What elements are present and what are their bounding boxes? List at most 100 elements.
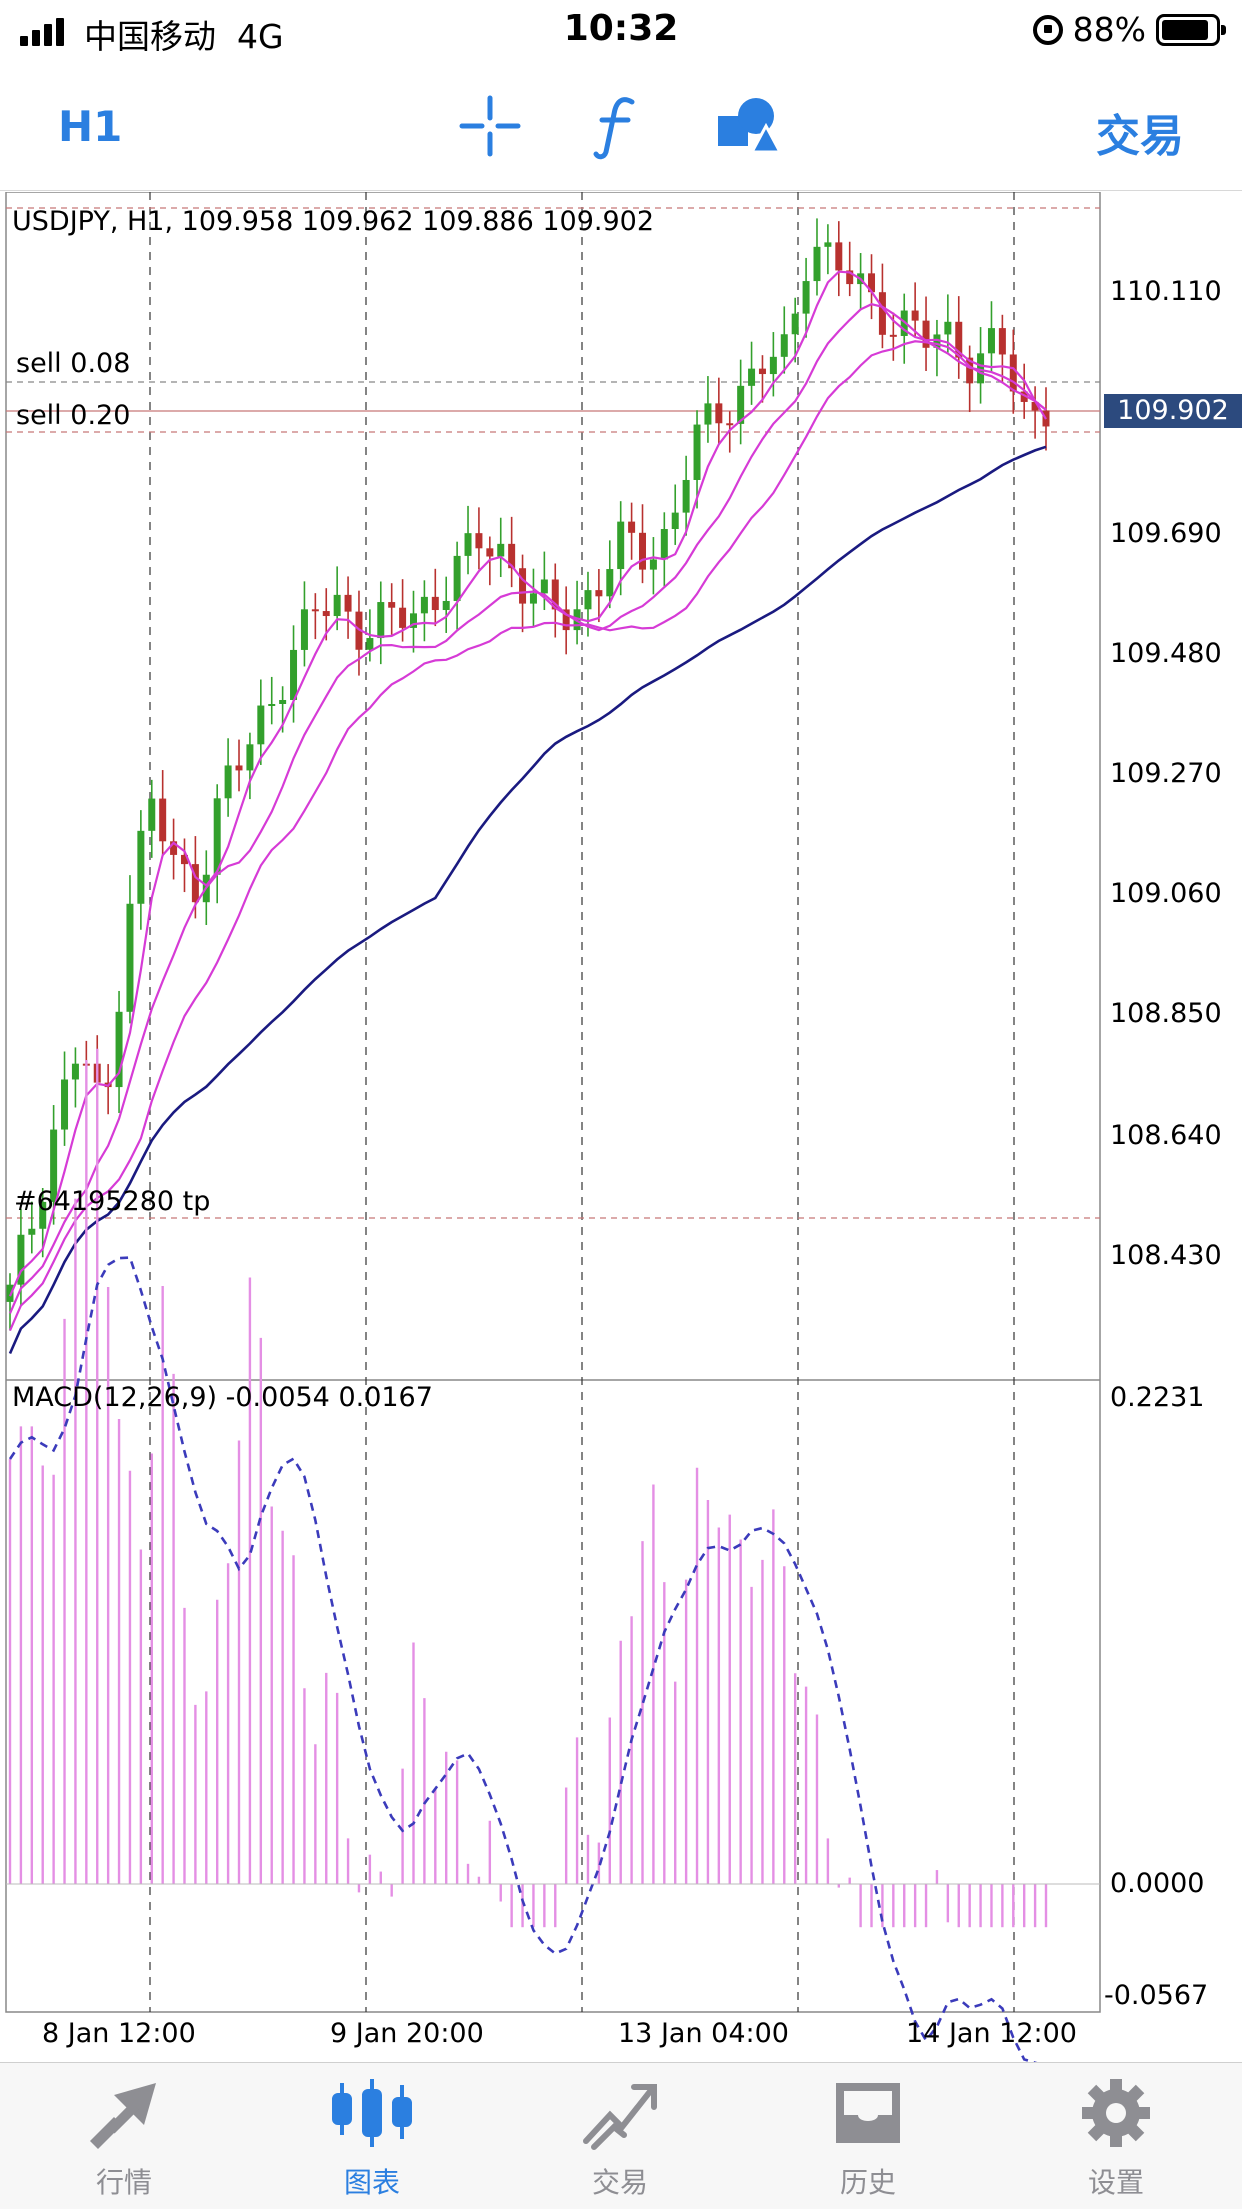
candlestick-icon [332, 2079, 412, 2147]
candle-body [748, 368, 756, 386]
tab-chart[interactable]: 图表 [272, 2075, 472, 2201]
candle-body [639, 532, 647, 570]
candle-body [409, 613, 417, 628]
candle-body [813, 246, 821, 282]
carrier-name: 中国移动 [84, 17, 216, 56]
tab-settings-label: 设置 [1087, 2166, 1144, 2199]
status-time: 10:32 [563, 8, 679, 49]
candle-body [660, 529, 668, 560]
candle-body [987, 328, 995, 354]
price-axis-label: 108.850 [1110, 998, 1222, 1029]
battery-percent: 88% [1072, 10, 1146, 49]
chart-area[interactable]: USDJPY, H1, 109.958 109.962 109.886 109.… [0, 192, 1242, 2062]
crosshair-icon[interactable] [458, 94, 522, 158]
candle-body [802, 281, 810, 314]
shapes-icon[interactable] [716, 94, 782, 158]
moving-average-long [8, 445, 1047, 1355]
candle-body [268, 703, 276, 706]
candle-body [1031, 401, 1039, 411]
time-axis-label: 14 Jan 12:00 [906, 2018, 1077, 2049]
candle-body [824, 242, 832, 247]
candle-body [595, 590, 603, 597]
candle-body [39, 1201, 47, 1229]
candle-body [170, 841, 178, 855]
candle-body [562, 609, 570, 631]
candle-body [846, 270, 854, 285]
macd-axis-bottom: -0.0567 [1104, 1980, 1209, 2011]
price-chart[interactable] [0, 192, 1242, 2062]
function-icon[interactable] [592, 94, 642, 160]
candle-body [148, 798, 156, 831]
trade-button[interactable]: 交易 [1096, 111, 1184, 162]
candle-body [671, 512, 679, 530]
candle-body [191, 864, 199, 903]
candle-body [377, 602, 385, 639]
candle-body [617, 521, 625, 570]
tab-trade-label: 交易 [591, 2166, 648, 2199]
time-axis-label: 8 Jan 12:00 [42, 2018, 196, 2049]
candle-body [540, 579, 548, 594]
candle-body [715, 403, 723, 424]
candle-body [50, 1129, 58, 1202]
battery-icon [1156, 13, 1226, 46]
candle-body [682, 479, 690, 513]
time-axis-label: 9 Jan 20:00 [330, 2018, 484, 2049]
tab-trade[interactable]: 交易 [520, 2075, 720, 2201]
candle-body [900, 310, 908, 336]
status-right: 88% [1032, 10, 1226, 49]
candle-body [137, 830, 145, 904]
candle-body [6, 1284, 14, 1302]
candle-body [529, 593, 537, 604]
candle-body [606, 569, 614, 597]
macd-axis-top: 0.2231 [1110, 1382, 1205, 1413]
candle-body [584, 590, 592, 610]
trade-icon [583, 2084, 657, 2150]
candle-body [486, 548, 494, 557]
quotes-icon [90, 2083, 156, 2149]
candle-body [311, 609, 319, 612]
price-axis-label: 109.480 [1110, 638, 1222, 669]
tab-settings[interactable]: 设置 [1016, 2075, 1216, 2201]
candle-body [235, 765, 243, 771]
candle-body [431, 596, 439, 611]
order-label-sell-1: sell 0.08 [16, 348, 131, 379]
carrier-label: 中国移动 4G [84, 10, 284, 58]
moving-average-fast [8, 270, 1047, 1297]
candle-body [115, 1011, 123, 1088]
time-axis-label: 13 Jan 04:00 [618, 2018, 789, 2049]
candle-body [159, 798, 167, 842]
order-label-tp: #64195280 tp [14, 1186, 211, 1217]
candle-body [333, 594, 341, 617]
candle-body [300, 609, 308, 650]
candle-body [998, 328, 1006, 355]
price-axis-label: 110.110 [1110, 276, 1222, 307]
candle-body [322, 611, 330, 617]
chart-toolbar: H1 交易 [0, 64, 1242, 191]
candle-body [780, 334, 788, 357]
candle-body [290, 649, 298, 700]
macd-signal-line [8, 1256, 1038, 2062]
candle-body [1020, 391, 1028, 402]
candle-body [224, 765, 232, 799]
chart-header: USDJPY, H1, 109.958 109.962 109.886 109.… [12, 206, 655, 237]
candle-body [977, 353, 985, 384]
order-label-sell-2: sell 0.20 [16, 400, 131, 431]
candle-body [955, 321, 963, 358]
candle-body [279, 699, 287, 704]
candle-body [246, 744, 254, 771]
candle-body [628, 521, 636, 533]
timeframe-button[interactable]: H1 [58, 102, 123, 151]
tab-history[interactable]: 历史 [768, 2075, 968, 2201]
candle-body [61, 1079, 69, 1130]
candle-body [1009, 354, 1017, 392]
candle-body [28, 1228, 36, 1235]
tab-bar: 行情 图表 交易 历史 [0, 2062, 1242, 2209]
candle-body [17, 1234, 25, 1285]
price-axis-label: 109.270 [1110, 758, 1222, 789]
tab-quotes[interactable]: 行情 [24, 2075, 224, 2201]
status-bar: 中国移动 4G 10:32 88% [0, 0, 1242, 64]
candle-body [399, 607, 407, 628]
candle-body [878, 292, 886, 335]
candle-body [693, 424, 701, 480]
macd-axis-zero: 0.0000 [1110, 1868, 1205, 1899]
